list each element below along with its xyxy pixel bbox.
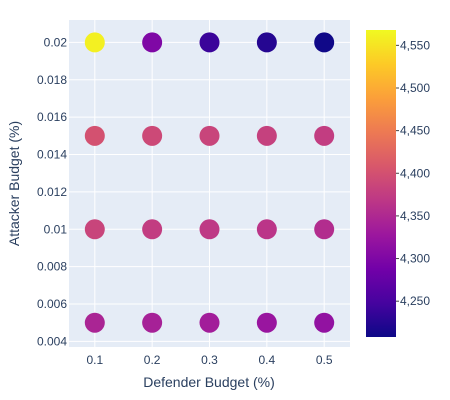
data-point [199, 125, 220, 146]
colorbar-tick-label: 4,300 [400, 252, 430, 266]
x-tick-label: 0.4 [259, 353, 276, 367]
x-tick-label: 0.2 [144, 353, 161, 367]
data-point [256, 219, 277, 240]
data-point [199, 32, 220, 53]
y-tick-labels: 0.004 0.006 0.008 0.01 0.012 0.014 0.016 0.018 0… [37, 35, 67, 348]
colorbar-tick-label: 4,250 [400, 294, 430, 308]
data-point [142, 32, 163, 53]
y-tick-label: 0.012 [37, 185, 67, 199]
y-tick-label: 0.006 [37, 297, 67, 311]
data-point [84, 125, 105, 146]
data-point [142, 125, 163, 146]
colorbar-tick-label: 4,450 [400, 124, 430, 138]
y-tick-label: 0.016 [37, 110, 67, 124]
y-tick-label: 0.008 [37, 260, 67, 274]
colorbar-tick-label: 4,350 [400, 209, 430, 223]
x-tick-labels: 0.1 0.2 0.3 0.4 0.5 [86, 353, 332, 367]
colorbar-tick-label: 4,500 [400, 81, 430, 95]
x-tick-label: 0.5 [316, 353, 333, 367]
y-tick-label: 0.014 [37, 148, 67, 162]
y-tick-label: 0.018 [37, 73, 67, 87]
y-tick-label: 0.02 [44, 35, 68, 49]
data-point [256, 32, 277, 53]
data-point [84, 32, 105, 53]
data-point [314, 312, 335, 333]
colorbar-tick-label: 4,550 [400, 38, 430, 52]
data-point [256, 125, 277, 146]
data-point [199, 219, 220, 240]
x-axis-title: Defender Budget (%) [143, 374, 275, 390]
data-points [84, 32, 335, 333]
data-point [314, 125, 335, 146]
data-point [314, 32, 335, 53]
data-point [256, 312, 277, 333]
data-point [314, 219, 335, 240]
data-point [142, 219, 163, 240]
y-tick-label: 0.004 [37, 334, 67, 348]
colorbar-tick-label: 4,400 [400, 166, 430, 180]
y-axis-title: Attacker Budget (%) [6, 121, 22, 246]
y-tick-label: 0.01 [44, 222, 68, 236]
data-point [199, 312, 220, 333]
colorbar [366, 30, 396, 337]
data-point [142, 312, 163, 333]
x-tick-label: 0.3 [201, 353, 218, 367]
data-point [84, 312, 105, 333]
colorbar-tick-labels: 4,250 4,300 4,350 4,400 4,450 4,500 4,550 [396, 38, 430, 308]
x-tick-label: 0.1 [86, 353, 103, 367]
data-point [84, 219, 105, 240]
x-gridlines [94, 20, 325, 347]
